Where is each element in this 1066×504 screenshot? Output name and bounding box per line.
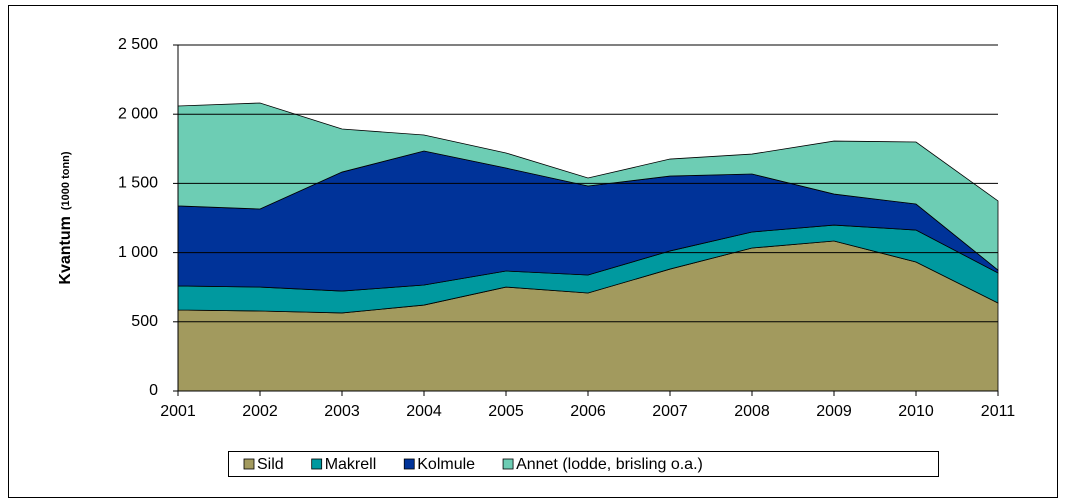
x-tick-label: 2008 xyxy=(734,403,770,420)
y-label-main: Kvantum xyxy=(57,216,74,284)
x-tick-label: 2006 xyxy=(570,403,606,420)
legend-label: Annet (lodde, brisling o.a.) xyxy=(516,456,703,473)
y-tick-label: 2 500 xyxy=(118,36,158,53)
y-tick-label: 0 xyxy=(149,382,158,399)
area xyxy=(177,102,999,271)
y-tick-label: 500 xyxy=(131,313,158,330)
y-label-unit: (1000 tonn) xyxy=(60,151,72,210)
legend-swatch xyxy=(243,458,255,470)
x-tick-label: 2009 xyxy=(816,403,852,420)
y-tick-label: 1 000 xyxy=(118,244,158,261)
x-tick-label: 2001 xyxy=(160,403,196,420)
legend-swatch xyxy=(311,458,323,470)
y-axis-label: Kvantum (1000 tonn) xyxy=(57,151,74,284)
x-tick-label: 2005 xyxy=(488,403,524,420)
x-tick-label: 2003 xyxy=(324,403,360,420)
x-tick-label: 2010 xyxy=(898,403,934,420)
legend-swatch xyxy=(502,458,514,470)
legend-label: Sild xyxy=(257,456,284,473)
x-tick-label: 2002 xyxy=(242,403,278,420)
legend-swatch xyxy=(403,458,415,470)
legend-label: Kolmule xyxy=(417,456,475,473)
y-tick-label: 1 500 xyxy=(118,175,158,192)
x-tick-label: 2004 xyxy=(406,403,442,420)
x-tick-label: 2011 xyxy=(981,403,1016,420)
x-tick-label: 2007 xyxy=(652,403,688,420)
y-tick-label: 2 000 xyxy=(118,105,158,122)
legend-label: Makrell xyxy=(325,456,377,473)
legend-box xyxy=(228,451,939,477)
